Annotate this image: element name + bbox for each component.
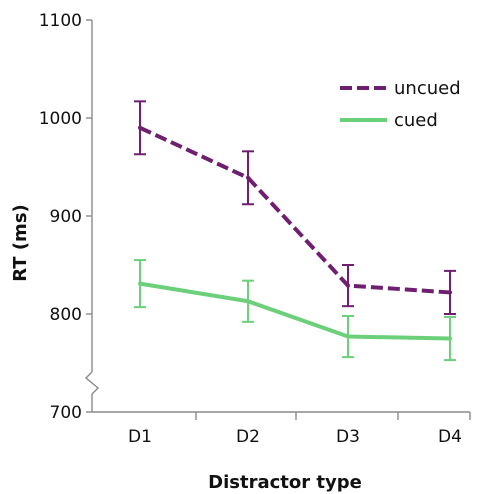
x-tick-label: D4	[438, 427, 462, 447]
data-point	[246, 299, 250, 304]
y-ticks: 700 800 900 1000 1100	[39, 11, 92, 423]
legend-label: cued	[394, 110, 438, 131]
x-tick-label: D3	[336, 427, 360, 447]
series-uncued	[134, 100, 456, 315]
data-point	[346, 283, 350, 288]
series-cued	[134, 259, 456, 362]
y-axis-title: RT (ms)	[10, 204, 31, 282]
y-tick-label: 700	[50, 403, 82, 423]
series-layer	[134, 100, 456, 362]
data-point	[138, 281, 142, 286]
data-point	[448, 290, 452, 295]
x-tick-label: D2	[236, 427, 260, 447]
data-point	[346, 334, 350, 339]
series-line	[139, 281, 451, 341]
x-tick-label: D1	[128, 427, 152, 447]
y-tick-label: 1100	[39, 11, 82, 31]
y-tick-label: 800	[50, 305, 82, 325]
y-tick-label: 1000	[39, 109, 82, 129]
y-tick-label: 900	[50, 207, 82, 227]
legend-item-uncued: uncued	[340, 78, 461, 99]
data-point	[448, 336, 452, 341]
series-line	[139, 125, 451, 295]
x-axis-title: Distractor type	[208, 472, 362, 493]
legend-item-cued: cued	[340, 110, 438, 131]
legend-label: uncued	[394, 78, 461, 99]
data-point	[138, 125, 142, 130]
y-axis-break	[84, 371, 100, 395]
x-ticks: D1 D2 D3 D4	[128, 412, 471, 447]
legend: uncued cued	[340, 78, 461, 131]
data-point	[246, 175, 250, 180]
